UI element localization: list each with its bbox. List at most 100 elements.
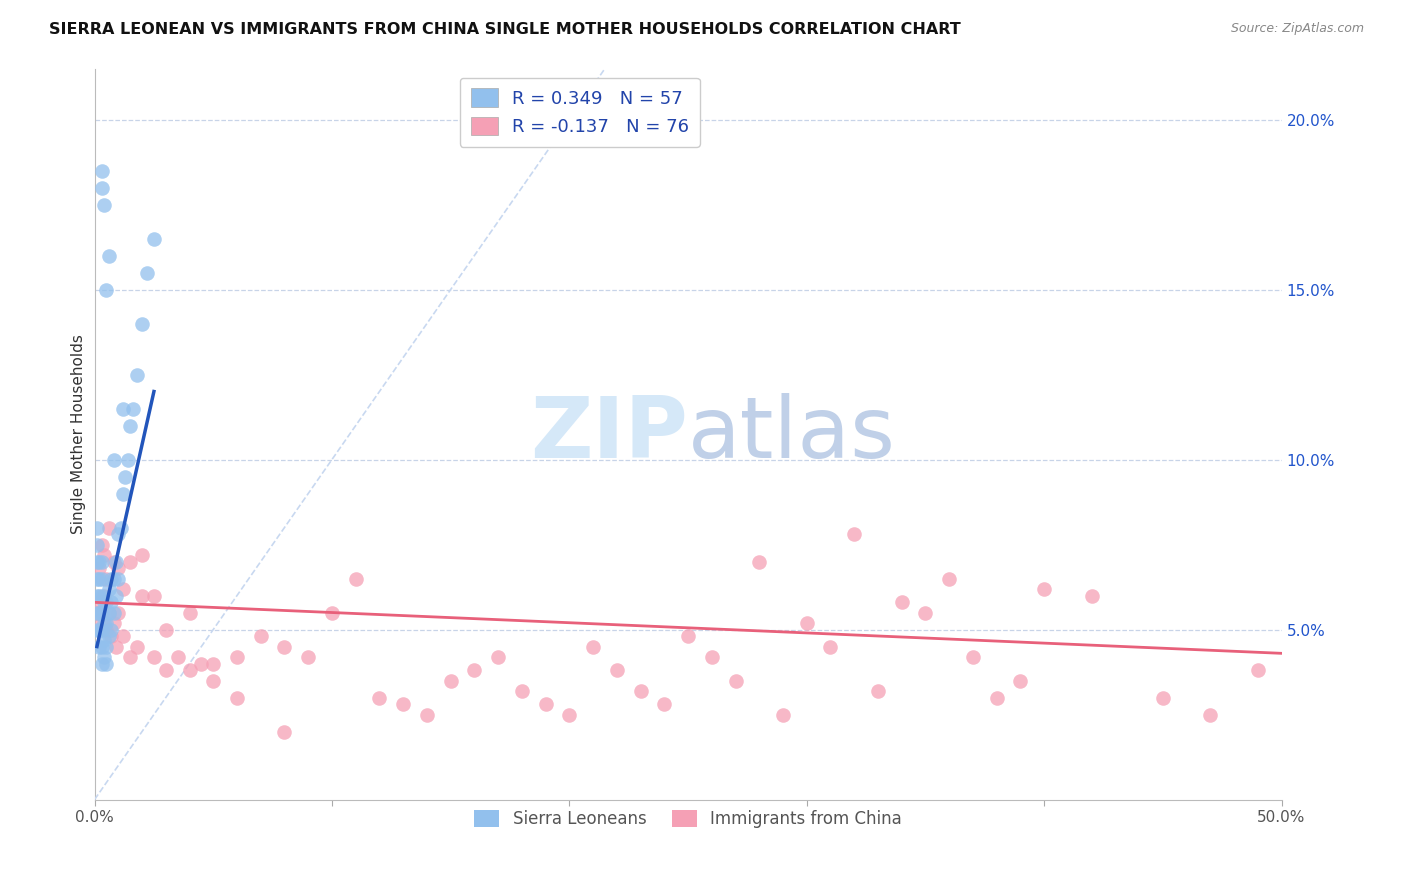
Point [93, 589, 115, 603]
Point [97, 629, 120, 643]
Point [107, 561, 129, 575]
Point [463, 663, 485, 677]
Point [1010, 673, 1032, 688]
Point [96, 283, 118, 297]
Point [112, 401, 135, 416]
Point [86, 537, 108, 551]
Point [724, 673, 747, 688]
Point [104, 589, 127, 603]
Point [844, 527, 866, 541]
Point [112, 629, 135, 643]
Point [103, 572, 125, 586]
Point [103, 452, 125, 467]
Point [117, 452, 139, 467]
Point [93, 595, 115, 609]
Point [179, 606, 201, 620]
Point [273, 724, 295, 739]
Point [202, 657, 225, 671]
Point [86, 555, 108, 569]
Point [392, 698, 415, 712]
Point [748, 555, 770, 569]
Point [131, 317, 153, 331]
Point [1033, 582, 1056, 596]
Point [86, 623, 108, 637]
Point [179, 663, 201, 677]
Point [440, 673, 463, 688]
Point [96, 615, 118, 630]
Point [582, 640, 605, 654]
Point [93, 649, 115, 664]
Point [190, 657, 212, 671]
Point [97, 582, 120, 596]
Point [103, 615, 125, 630]
Point [90, 180, 112, 194]
Point [110, 520, 132, 534]
Point [127, 368, 149, 382]
Point [97, 606, 120, 620]
Point [86, 606, 108, 620]
Point [962, 649, 984, 664]
Point [103, 555, 125, 569]
Point [104, 555, 127, 569]
Text: ZIP: ZIP [530, 392, 688, 475]
Point [96, 623, 118, 637]
Point [796, 615, 818, 630]
Point [131, 548, 153, 562]
Point [97, 606, 120, 620]
Point [96, 657, 118, 671]
Point [131, 589, 153, 603]
Point [344, 572, 367, 586]
Point [107, 527, 129, 541]
Point [142, 231, 165, 245]
Point [676, 629, 699, 643]
Point [86, 520, 108, 534]
Point [772, 707, 794, 722]
Point [120, 649, 142, 664]
Point [90, 657, 112, 671]
Point [652, 698, 675, 712]
Point [120, 555, 142, 569]
Point [86, 572, 108, 586]
Text: atlas: atlas [688, 392, 896, 475]
Point [1152, 690, 1174, 705]
Point [90, 572, 112, 586]
Point [155, 663, 177, 677]
Legend: Sierra Leoneans, Immigrants from China: Sierra Leoneans, Immigrants from China [468, 804, 908, 835]
Point [558, 707, 581, 722]
Y-axis label: Single Mother Households: Single Mother Households [72, 334, 86, 534]
Point [166, 649, 188, 664]
Point [86, 606, 108, 620]
Point [606, 663, 628, 677]
Point [890, 595, 912, 609]
Point [100, 623, 122, 637]
Point [93, 548, 115, 562]
Point [89, 555, 111, 569]
Point [89, 623, 111, 637]
Point [90, 606, 112, 620]
Point [89, 561, 111, 575]
Point [90, 623, 112, 637]
Point [90, 640, 112, 654]
Point [100, 629, 122, 643]
Point [103, 606, 125, 620]
Point [100, 572, 122, 586]
Point [107, 606, 129, 620]
Point [142, 589, 165, 603]
Point [89, 595, 111, 609]
Point [534, 698, 557, 712]
Point [1247, 663, 1270, 677]
Point [90, 537, 112, 551]
Point [986, 690, 1008, 705]
Point [866, 683, 889, 698]
Point [90, 589, 112, 603]
Point [107, 572, 129, 586]
Point [121, 401, 143, 416]
Point [112, 486, 135, 500]
Point [97, 248, 120, 262]
Point [90, 615, 112, 630]
Point [368, 690, 391, 705]
Point [226, 649, 249, 664]
Point [127, 640, 149, 654]
Point [486, 649, 509, 664]
Point [89, 640, 111, 654]
